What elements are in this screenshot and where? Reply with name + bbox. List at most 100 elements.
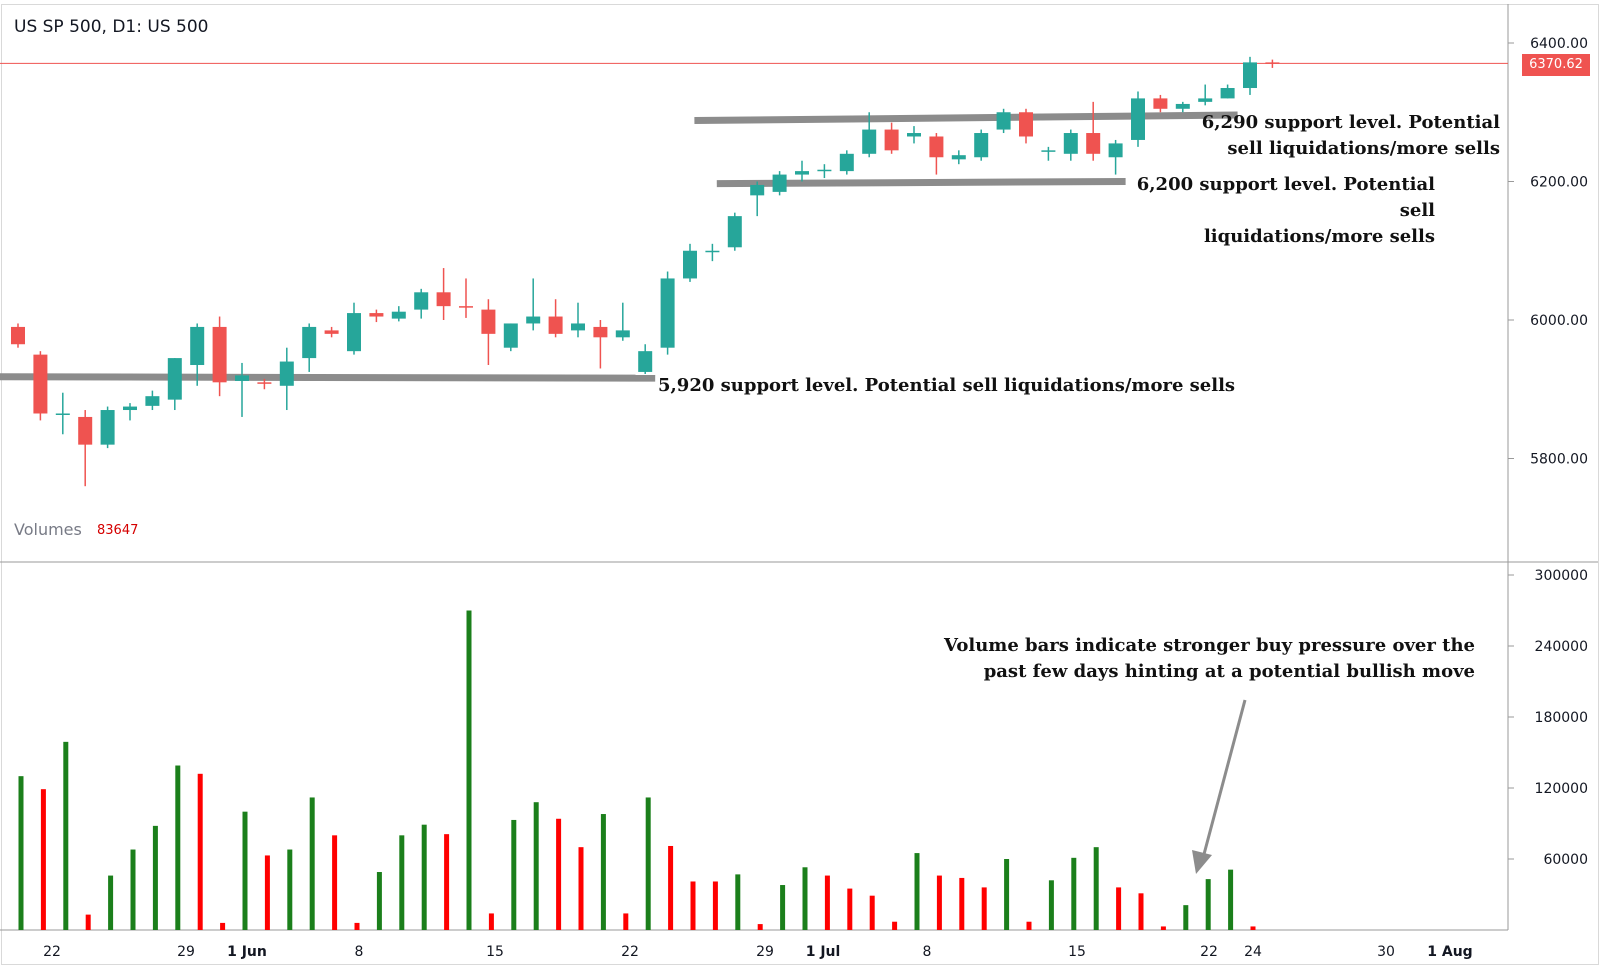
candle-body xyxy=(638,351,653,372)
volume-bar xyxy=(332,835,338,930)
candle-body xyxy=(772,174,787,192)
volume-bar xyxy=(690,881,696,930)
volume-bar xyxy=(847,888,853,930)
volume-bar xyxy=(354,922,360,930)
candle-body xyxy=(324,330,339,334)
candle-body xyxy=(571,323,585,331)
volume-bar xyxy=(802,867,808,930)
candle-body xyxy=(615,330,630,338)
volume-bar xyxy=(645,797,651,930)
candle-body xyxy=(123,406,137,411)
volume-bar xyxy=(242,811,248,930)
volume-bar xyxy=(578,847,584,930)
volume-bar xyxy=(287,849,293,930)
candle-body xyxy=(548,316,563,334)
volume-bar xyxy=(869,895,875,930)
time-tick-label: 29 xyxy=(177,944,195,960)
volume-bar xyxy=(85,914,91,930)
candle-body xyxy=(795,171,809,175)
candle-body xyxy=(55,413,70,415)
volume-bar xyxy=(1071,857,1077,930)
volume-bar xyxy=(1183,905,1189,930)
volume-label: Volumes xyxy=(14,520,82,539)
candle-body xyxy=(593,326,608,338)
volume-bar xyxy=(488,913,494,930)
price-tick-label: 5800.00 xyxy=(1530,452,1588,468)
volume-bar xyxy=(757,924,763,930)
candle-body xyxy=(839,153,854,172)
time-tick-label: 24 xyxy=(1244,944,1262,960)
volume-bar xyxy=(780,885,786,930)
candle-body xyxy=(1108,143,1123,158)
volume-bar xyxy=(556,818,562,930)
candle-body xyxy=(78,416,93,445)
volume-bar xyxy=(668,845,674,930)
annotation-arrow-head xyxy=(1192,850,1212,874)
candle-body xyxy=(11,326,25,345)
annotation-line: liquidations/more sells xyxy=(1203,226,1435,247)
candle-body xyxy=(1041,150,1056,152)
price-tick-label: 6200.00 xyxy=(1530,175,1588,191)
candle-body xyxy=(190,326,205,366)
time-tick-label: 8 xyxy=(355,944,364,960)
volume-bar xyxy=(421,824,427,930)
volume-bar xyxy=(399,835,405,930)
candle-body xyxy=(996,112,1011,130)
volume-bar xyxy=(712,881,718,930)
candle-body xyxy=(862,129,877,154)
candle-body xyxy=(302,326,317,359)
candle-body xyxy=(503,323,518,348)
candle-body xyxy=(436,292,451,307)
volume-bar xyxy=(40,789,46,930)
annotation-support-6290: 6,290 support level. Potential sell liqu… xyxy=(1180,110,1500,162)
candle-body xyxy=(1063,133,1078,154)
time-tick-label: 15 xyxy=(486,944,504,960)
volume-tick-label: 240000 xyxy=(1535,639,1588,655)
candle-body xyxy=(1086,133,1101,154)
volume-bar xyxy=(1004,859,1010,930)
candle-body xyxy=(33,354,48,414)
annotation-volume-note: Volume bars indicate stronger buy pressu… xyxy=(900,633,1475,685)
volume-tick-label: 300000 xyxy=(1535,568,1588,584)
last-price-tag: 6370.62 xyxy=(1522,54,1590,76)
price-tick-label: 6000.00 xyxy=(1530,313,1588,329)
candle-body xyxy=(1131,98,1145,140)
time-tick-label: 1 Jul xyxy=(806,944,841,960)
chart-title: US SP 500, D1: US 500 xyxy=(14,17,209,37)
volume-bar xyxy=(735,874,741,930)
candle-body xyxy=(257,382,272,384)
volume-bar xyxy=(309,797,315,930)
volume-bar xyxy=(623,913,629,930)
volume-bar xyxy=(444,834,450,930)
volume-bar xyxy=(1048,880,1054,930)
annotation-line: past few days hinting at a potential bul… xyxy=(983,661,1475,682)
annotation-line: sell liquidations/more sells xyxy=(1227,138,1500,159)
time-tick-label: 22 xyxy=(43,944,61,960)
volume-bar xyxy=(63,741,69,930)
candle-body xyxy=(1265,62,1280,64)
candle-body xyxy=(660,278,675,348)
volume-bar xyxy=(1093,847,1099,930)
volume-tick-label: 60000 xyxy=(1543,852,1588,868)
candle-body xyxy=(526,316,541,324)
time-tick-label: 8 xyxy=(923,944,932,960)
volume-bar xyxy=(1138,893,1144,930)
candle-body xyxy=(1153,98,1168,109)
volume-bar xyxy=(108,875,114,930)
annotation-line: 6,200 support level. Potential sell xyxy=(1136,174,1435,221)
candle-body xyxy=(235,375,249,381)
candle-body xyxy=(1175,103,1190,109)
annotation-support-6200: 6,200 support level. Potential sell liqu… xyxy=(1100,172,1435,250)
candle-body xyxy=(1220,88,1235,99)
candle-body xyxy=(683,250,697,279)
candle-body xyxy=(951,155,966,160)
volume-bar xyxy=(1228,869,1234,930)
volume-bar xyxy=(824,875,830,930)
annotation-line: Volume bars indicate stronger buy pressu… xyxy=(944,635,1475,656)
volume-bar xyxy=(152,825,158,930)
volume-value: 83647 xyxy=(97,523,139,538)
volume-bar xyxy=(130,849,136,930)
time-tick-label: 15 xyxy=(1068,944,1086,960)
volume-bar xyxy=(1250,926,1256,930)
volume-tick-label: 180000 xyxy=(1535,710,1588,726)
